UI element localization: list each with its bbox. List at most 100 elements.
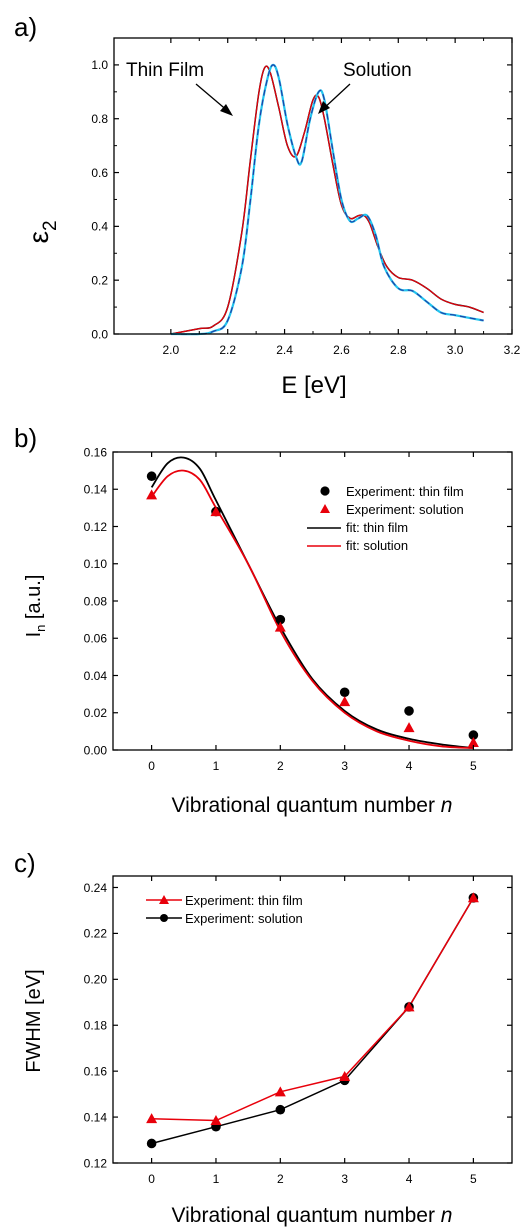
legend-marker-circle bbox=[320, 486, 330, 496]
y-tick-label: 0.8 bbox=[91, 112, 108, 126]
y-tick-label: 0.16 bbox=[84, 445, 108, 459]
y-tick-label: 0.20 bbox=[84, 973, 108, 987]
y-tick-label: 0.02 bbox=[84, 706, 108, 720]
x-tick-label: 0 bbox=[148, 759, 155, 773]
panel-c-plot bbox=[146, 892, 479, 1149]
x-tick-label: 3 bbox=[341, 1172, 348, 1186]
panel-a-ylabel: ε2 bbox=[23, 220, 61, 243]
data-point-exp_solution bbox=[274, 621, 286, 632]
y-tick-label: 0.22 bbox=[84, 927, 108, 941]
panel-b-plot bbox=[146, 456, 479, 749]
data-point-exp_solution bbox=[467, 737, 479, 748]
legend-label: fit: thin film bbox=[346, 520, 408, 535]
data-point-exp_solution bbox=[146, 1138, 157, 1149]
panel-c-legend: Experiment: thin film Experiment: soluti… bbox=[146, 893, 303, 926]
panel-b-ylabel-unit: [a.u.] bbox=[23, 575, 45, 625]
annotation-thin-film-arrowhead bbox=[220, 104, 233, 116]
y-tick-label: 0.10 bbox=[84, 557, 108, 571]
legend-exp-solution: Experiment: solution bbox=[320, 502, 464, 517]
legend-fit-solution: fit: solution bbox=[307, 538, 408, 553]
y-tick-label: 1.0 bbox=[91, 58, 108, 72]
series-line-thin_film_red bbox=[170, 65, 484, 335]
plot-frame bbox=[113, 37, 513, 335]
data-point-exp_thin_film bbox=[210, 1115, 222, 1126]
data-point-exp_solution bbox=[403, 722, 415, 733]
x-tick-label: 2.6 bbox=[333, 343, 350, 357]
panel-b-label: b) bbox=[14, 423, 37, 453]
annotation-solution-arrowhead bbox=[318, 101, 330, 114]
panel-a: a) ε2 E [eV] 2.0 2.2 2.4 2.6 2.8 3.0 3.2 0.0 0.2… bbox=[14, 12, 521, 399]
legend-marker-circle bbox=[160, 914, 168, 922]
x-tick-label: 0 bbox=[148, 1172, 155, 1186]
plot-frame bbox=[112, 875, 513, 1164]
legend-label: Experiment: solution bbox=[346, 502, 464, 517]
annotation-solution: Solution bbox=[318, 60, 412, 114]
data-point-exp_thin_film bbox=[467, 892, 479, 903]
y-tick-label: 0.12 bbox=[84, 1156, 108, 1170]
panel-c: c) FWHM [eV] Vibrational quantum number … bbox=[14, 848, 513, 1227]
x-tick-label: 3.2 bbox=[504, 343, 521, 357]
legend-exp-thin-film: Experiment: thin film bbox=[320, 484, 464, 499]
x-tick-label: 2.2 bbox=[219, 343, 236, 357]
panel-b-legend: Experiment: thin film Experiment: soluti… bbox=[307, 484, 464, 553]
data-point-exp_thin_film bbox=[404, 706, 414, 716]
panel-c-ylabel: FWHM [eV] bbox=[23, 969, 45, 1072]
x-tick-label: 4 bbox=[406, 759, 413, 773]
y-tick-label: 0.0 bbox=[91, 327, 108, 341]
series-line-fit_thin_film bbox=[150, 456, 474, 749]
data-point-exp_solution bbox=[339, 696, 351, 707]
series-line-exp_solution bbox=[151, 897, 475, 1145]
series-line-solution_blue_dash bbox=[170, 64, 484, 335]
panel-c-axes: 0 1 2 3 4 5 0.12 0.14 0.16 0.18 0.20 0.22 0.24 bbox=[84, 875, 513, 1186]
legend-label: Experiment: thin film bbox=[346, 484, 464, 499]
x-tick-label: 2 bbox=[277, 1172, 284, 1186]
svg-text:ε2: ε2 bbox=[23, 220, 61, 243]
x-tick-label: 3.0 bbox=[447, 343, 464, 357]
series-line-exp_thin_film bbox=[151, 897, 475, 1122]
data-point-exp_thin_film bbox=[339, 687, 350, 698]
y-tick-label: 0.4 bbox=[91, 220, 108, 234]
panel-b-axes: 0 1 2 3 4 5 0.00 0.02 0.04 0.06 0.08 0.10 0.12 0.14 0.… bbox=[84, 445, 513, 773]
x-tick-label: 3 bbox=[341, 759, 348, 773]
legend-marker-triangle bbox=[320, 504, 330, 513]
x-tick-label: 2.8 bbox=[390, 343, 407, 357]
data-point-exp_thin_film bbox=[339, 1070, 351, 1081]
y-tick-label: 0.24 bbox=[84, 881, 108, 895]
y-tick-label: 0.00 bbox=[84, 743, 108, 757]
y-tick-label: 0.2 bbox=[91, 274, 108, 288]
panel-a-curves bbox=[170, 63, 484, 336]
panel-a-ylabel-sub: 2 bbox=[40, 220, 61, 231]
y-tick-label: 0.14 bbox=[84, 483, 108, 497]
data-point-exp_thin_film bbox=[275, 614, 286, 625]
x-tick-label: 1 bbox=[213, 1172, 220, 1186]
panel-b-xlabel: Vibrational quantum number n bbox=[172, 794, 453, 817]
legend-exp-solution: Experiment: solution bbox=[146, 911, 303, 926]
panel-b: b) In [a.u.] Vibrational quantum number … bbox=[14, 423, 513, 817]
svg-text:In [a.u.]: In [a.u.] bbox=[23, 575, 48, 638]
y-tick-label: 0.6 bbox=[91, 166, 108, 180]
x-tick-label: 4 bbox=[406, 1172, 413, 1186]
data-point-exp_thin_film bbox=[468, 730, 479, 740]
legend-fit-thin-film: fit: thin film bbox=[307, 520, 408, 535]
panel-a-xlabel: E [eV] bbox=[281, 372, 346, 399]
x-tick-label: 5 bbox=[470, 759, 477, 773]
data-point-exp_thin_film bbox=[403, 1001, 415, 1012]
y-tick-label: 0.04 bbox=[84, 669, 108, 683]
x-tick-label: 2.4 bbox=[276, 343, 293, 357]
panel-b-ylabel: In [a.u.] bbox=[23, 575, 48, 638]
y-tick-label: 0.08 bbox=[84, 594, 108, 608]
data-point-exp_solution bbox=[210, 506, 222, 517]
data-point-exp_thin_film bbox=[146, 471, 157, 482]
data-point-exp_solution bbox=[275, 1104, 286, 1115]
legend-marker-triangle bbox=[159, 895, 169, 904]
annotation-thin-film: Thin Film bbox=[126, 60, 233, 116]
data-point-exp_thin_film bbox=[274, 1086, 286, 1097]
y-tick-label: 0.16 bbox=[84, 1064, 108, 1078]
x-tick-label: 2.0 bbox=[163, 343, 180, 357]
annotation-solution-text: Solution bbox=[343, 60, 412, 81]
legend-label: Experiment: solution bbox=[185, 911, 303, 926]
data-point-exp_thin_film bbox=[146, 1113, 158, 1124]
panel-a-label: a) bbox=[14, 12, 37, 42]
panel-a-axes: 2.0 2.2 2.4 2.6 2.8 3.0 3.2 0.0 0.2 0.4 0.6 0.8 1.0 bbox=[91, 37, 521, 357]
